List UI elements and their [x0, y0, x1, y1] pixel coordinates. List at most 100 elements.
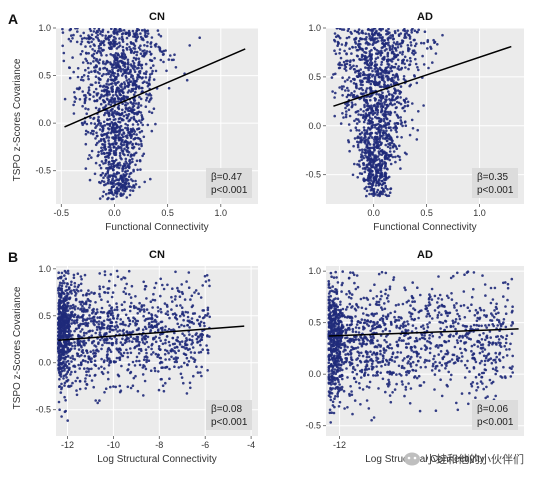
scatter-point — [111, 107, 114, 111]
scatter-point — [154, 281, 158, 285]
scatter-point — [138, 147, 141, 150]
scatter-point — [151, 306, 154, 309]
scatter-point — [422, 104, 425, 107]
scatter-point — [388, 98, 391, 101]
scatter-point — [63, 327, 66, 330]
scatter-point — [124, 56, 128, 59]
scatter-point — [121, 32, 125, 35]
scatter-point — [127, 269, 131, 273]
scatter-point — [382, 119, 386, 123]
scatter-point — [112, 316, 115, 320]
scatter-point — [391, 97, 394, 101]
scatter-point — [97, 323, 101, 326]
scatter-point — [203, 324, 206, 328]
scatter-point — [366, 176, 370, 179]
scatter-point — [63, 367, 66, 371]
scatter-point — [395, 100, 399, 104]
scatter-point — [359, 92, 363, 95]
scatter-point — [97, 76, 100, 80]
scatter-point — [106, 98, 109, 101]
scatter-point — [382, 71, 386, 74]
scatter-point — [92, 117, 95, 121]
scatter-point — [399, 116, 403, 119]
scatter-point — [126, 114, 130, 118]
scatter-point — [90, 149, 94, 153]
scatter-point — [400, 121, 404, 124]
scatter-point — [119, 389, 123, 393]
scatter-point — [384, 154, 388, 157]
scatter-point — [484, 338, 487, 342]
scatter-point — [107, 156, 110, 159]
beta-label: β=0.08 — [211, 404, 242, 415]
scatter-point — [82, 331, 86, 335]
scatter-point — [363, 134, 367, 138]
scatter-point — [67, 272, 70, 275]
scatter-point — [100, 74, 104, 78]
scatter-point — [340, 43, 344, 46]
scatter-point — [123, 181, 127, 185]
scatter-point — [399, 85, 403, 88]
scatter-point — [65, 312, 68, 316]
scatter-point — [111, 68, 114, 72]
scatter-point — [377, 158, 381, 161]
scatter-point — [359, 335, 362, 339]
scatter-point — [61, 31, 65, 34]
scatter-point — [111, 177, 114, 181]
scatter-point — [115, 147, 118, 150]
scatter-point — [334, 52, 338, 56]
scatter-point — [151, 69, 154, 73]
scatter-point — [327, 361, 331, 365]
scatter-point — [465, 271, 469, 274]
scatter-point — [350, 66, 353, 69]
scatter-point — [106, 111, 109, 114]
scatter-point — [98, 68, 102, 71]
scatter-point — [427, 66, 430, 70]
scatter-point — [375, 181, 379, 184]
scatter-point — [127, 82, 130, 85]
scatter-point — [353, 137, 357, 140]
scatter-point — [448, 360, 452, 363]
scatter-point — [161, 342, 165, 346]
scatter-point — [57, 277, 60, 280]
scatter-point — [405, 97, 408, 100]
x-tick-label: 0.5 — [420, 208, 433, 218]
scatter-point — [68, 343, 71, 347]
scatter-point — [140, 63, 144, 67]
scatter-point — [387, 71, 390, 75]
scatter-point — [150, 97, 153, 100]
scatter-point — [472, 323, 476, 327]
scatter-point — [80, 40, 84, 43]
scatter-point — [127, 78, 131, 81]
scatter-point — [456, 408, 460, 412]
scatter-point — [93, 49, 97, 53]
scatter-point — [452, 321, 455, 325]
scatter-point — [110, 34, 113, 37]
scatter-point — [396, 95, 400, 99]
scatter-point — [166, 283, 169, 287]
scatter-point — [117, 350, 121, 354]
scatter-point — [396, 67, 400, 70]
scatter-point — [129, 370, 133, 374]
scatter-point — [373, 75, 377, 79]
scatter-point — [137, 28, 141, 32]
scatter-point — [127, 72, 131, 75]
scatter-point — [377, 93, 381, 96]
scatter-point — [123, 179, 126, 182]
scatter-point — [371, 334, 375, 338]
scatter-point — [488, 330, 492, 333]
scatter-point — [351, 173, 355, 177]
scatter-point — [504, 305, 507, 308]
scatter-point — [369, 161, 373, 164]
scatter-point — [143, 53, 147, 57]
scatter-point — [149, 94, 153, 97]
scatter-point — [122, 97, 126, 100]
scatter-point — [101, 326, 104, 330]
scatter-point — [439, 327, 442, 330]
scatter-point — [194, 289, 198, 292]
scatter-point — [99, 181, 102, 185]
scatter-point — [132, 43, 136, 46]
scatter-point — [87, 52, 90, 55]
scatter-point — [159, 339, 162, 343]
scatter-point — [133, 112, 136, 116]
scatter-point — [126, 140, 129, 144]
